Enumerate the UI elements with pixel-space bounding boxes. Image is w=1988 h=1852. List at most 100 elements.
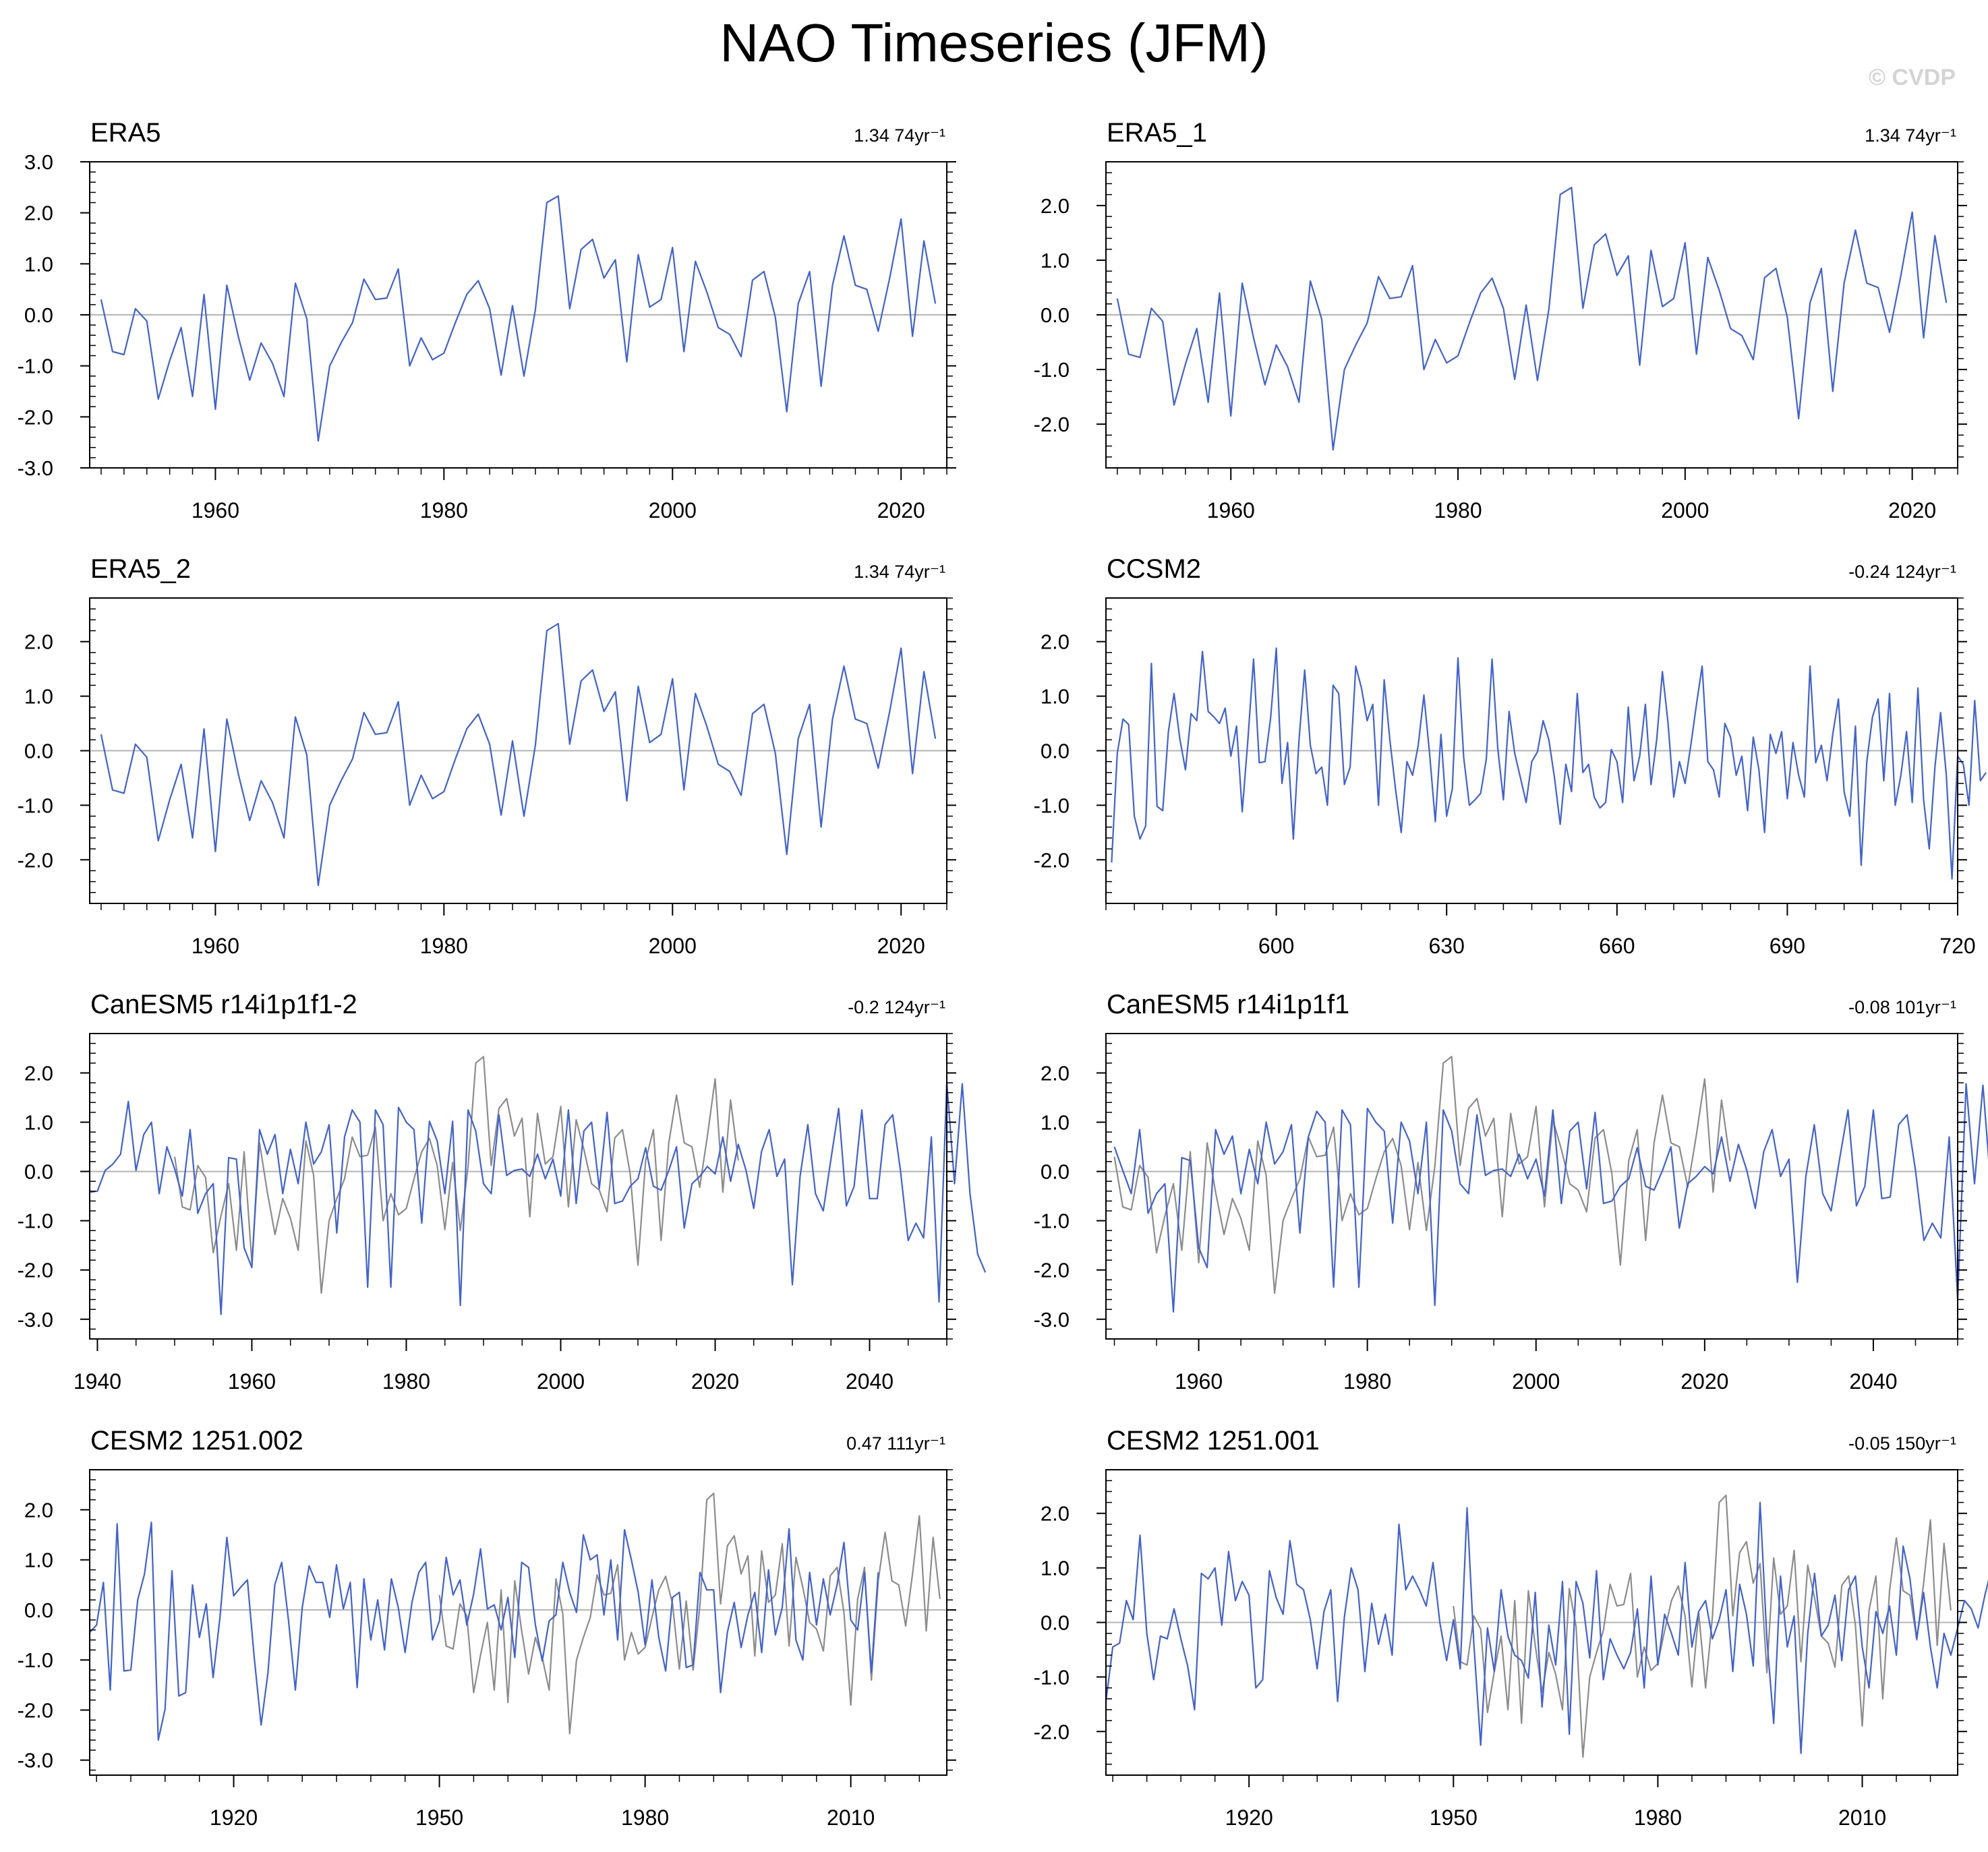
chart-stat: -0.2 124yr⁻¹	[848, 997, 945, 1017]
chart-panel-ccsm2: CCSM2 -0.24 124yr⁻¹ -2.0 -1.0 0.0 1.0 2.0 600 63…	[1034, 554, 1987, 958]
y-tick-label: -3.0	[18, 456, 53, 480]
x-tick-label: 1960	[192, 498, 239, 522]
chart-panel-cesm2_001: CESM2 1251.001 -0.05 150yr⁻¹ -2.0 -1.0 0.0 1.…	[1034, 1426, 1988, 1830]
series-line-observation	[173, 1056, 739, 1294]
x-tick-label: 1920	[210, 1805, 258, 1830]
chart-panel-cesm2_002: CESM2 1251.002 0.47 111yr⁻¹ -3.0 -2.0 -1.0 0.…	[18, 1426, 956, 1830]
x-tick-label: 2000	[1512, 1369, 1560, 1394]
chart-panel-canesm5_r14_2: CanESM5 r14i1p1f1-2 -0.2 124yr⁻¹ -3.0 -2.0 -…	[18, 990, 987, 1394]
x-tick-label: 2020	[877, 934, 925, 958]
figure-title: NAO Timeseries (JFM)	[720, 13, 1268, 73]
y-tick-label: -2.0	[18, 1698, 53, 1722]
x-tick-label: 2020	[877, 498, 925, 522]
y-tick-label: 0.0	[24, 1599, 53, 1622]
y-tick-label: -2.0	[18, 1259, 53, 1282]
series-line-observation	[1113, 1056, 1731, 1294]
y-tick-label: -1.0	[18, 1648, 53, 1672]
y-tick-label: 2.0	[1041, 630, 1070, 654]
x-tick-label: 1920	[1225, 1805, 1273, 1830]
x-tick-label: 1950	[415, 1805, 463, 1830]
x-tick-label: 1980	[1634, 1805, 1682, 1830]
chart-title: CCSM2	[1107, 554, 1201, 584]
y-tick-label: -2.0	[1034, 1720, 1070, 1743]
chart-title: ERA5_1	[1107, 118, 1207, 148]
chart-title: CESM2 1251.002	[90, 1426, 303, 1456]
x-tick-label: 690	[1770, 934, 1805, 958]
x-tick-label: 1980	[1434, 498, 1482, 522]
x-tick-label: 1960	[228, 1369, 276, 1394]
x-tick-label: 720	[1939, 934, 1975, 958]
x-tick-label: 1960	[1207, 498, 1255, 522]
series-line-model	[89, 1081, 987, 1315]
x-tick-label: 1980	[621, 1805, 669, 1830]
series-line-model	[1111, 647, 1987, 880]
x-tick-label: 2020	[1888, 498, 1936, 522]
y-tick-label: -3.0	[1034, 1308, 1070, 1332]
y-tick-label: 0.0	[1041, 1160, 1070, 1184]
x-tick-label: 1980	[1343, 1369, 1391, 1394]
x-tick-label: 2020	[1680, 1369, 1728, 1394]
y-tick-label: 2.0	[24, 1061, 53, 1085]
x-tick-label: 1960	[192, 934, 239, 958]
chart-panel-era5: ERA5 1.34 74yr⁻¹ -3.0 -2.0 -1.0 0.0 1.0 2.0 3.0 1…	[18, 118, 956, 522]
y-tick-label: 0.0	[24, 1160, 53, 1184]
chart-title: ERA5_2	[90, 554, 191, 584]
y-tick-label: -2.0	[1034, 1259, 1070, 1282]
x-tick-label: 2000	[649, 934, 697, 958]
y-tick-label: -2.0	[18, 405, 53, 429]
y-tick-label: -2.0	[1034, 413, 1070, 436]
cvdp-watermark: © CVDP	[1869, 65, 1956, 90]
x-tick-label: 1980	[420, 498, 468, 522]
x-tick-label: 1980	[382, 1369, 430, 1394]
x-tick-label: 2020	[691, 1369, 739, 1394]
y-tick-label: 2.0	[1041, 1061, 1070, 1085]
x-tick-label: 600	[1258, 934, 1294, 958]
y-tick-label: 0.0	[1041, 740, 1070, 763]
chart-stat: 1.34 74yr⁻¹	[854, 562, 945, 582]
series-line-model	[1116, 187, 1948, 451]
chart-title: CanESM5 r14i1p1f1	[1107, 990, 1349, 1019]
chart-title: CanESM5 r14i1p1f1-2	[90, 990, 357, 1019]
y-tick-label: 1.0	[24, 685, 53, 709]
x-tick-label: 1960	[1175, 1369, 1223, 1394]
series-line-model	[100, 195, 937, 442]
chart-panel-era5_1: ERA5_1 1.34 74yr⁻¹ -2.0 -1.0 0.0 1.0 2.0 1960 19…	[1034, 118, 1967, 522]
x-tick-label: 2000	[1661, 498, 1709, 522]
y-tick-label: 1.0	[24, 1111, 53, 1135]
y-tick-label: 3.0	[24, 150, 53, 174]
x-tick-label: 1950	[1430, 1805, 1478, 1830]
x-tick-label: 630	[1429, 934, 1465, 958]
chart-stat: 1.34 74yr⁻¹	[1865, 125, 1956, 146]
y-tick-label: -1.0	[1034, 358, 1070, 382]
y-tick-label: -1.0	[18, 794, 53, 817]
y-tick-label: -1.0	[18, 355, 53, 378]
chart-stat: 0.47 111yr⁻¹	[846, 1433, 945, 1454]
y-tick-label: 0.0	[24, 303, 53, 327]
x-tick-label: 2010	[827, 1805, 875, 1830]
y-tick-label: 0.0	[24, 740, 53, 763]
y-tick-label: -1.0	[18, 1209, 53, 1233]
y-tick-label: -2.0	[1034, 848, 1070, 872]
y-tick-label: -3.0	[18, 1308, 53, 1332]
plot-frame	[1105, 1033, 1958, 1340]
y-tick-label: 2.0	[24, 1498, 53, 1522]
y-tick-label: 0.0	[1041, 303, 1070, 327]
plot-frame	[89, 1469, 947, 1776]
y-tick-label: 1.0	[24, 1549, 53, 1572]
x-tick-label: 2040	[846, 1369, 894, 1394]
y-tick-label: 1.0	[1041, 1111, 1070, 1135]
chart-stat: -0.24 124yr⁻¹	[1848, 562, 1956, 582]
x-tick-label: 1940	[74, 1369, 121, 1394]
y-tick-label: -1.0	[1034, 794, 1070, 817]
series-line-model	[1105, 1501, 1988, 1754]
y-tick-label: -1.0	[1034, 1209, 1070, 1233]
x-tick-label: 1980	[420, 934, 468, 958]
series-line-model	[89, 1521, 879, 1741]
x-tick-label: 2010	[1838, 1805, 1886, 1830]
x-tick-label: 2040	[1849, 1369, 1897, 1394]
x-tick-label: 660	[1599, 934, 1635, 958]
y-tick-label: -1.0	[1034, 1665, 1070, 1689]
y-tick-label: 2.0	[1041, 1502, 1070, 1526]
series-line-model	[1113, 1083, 1988, 1313]
